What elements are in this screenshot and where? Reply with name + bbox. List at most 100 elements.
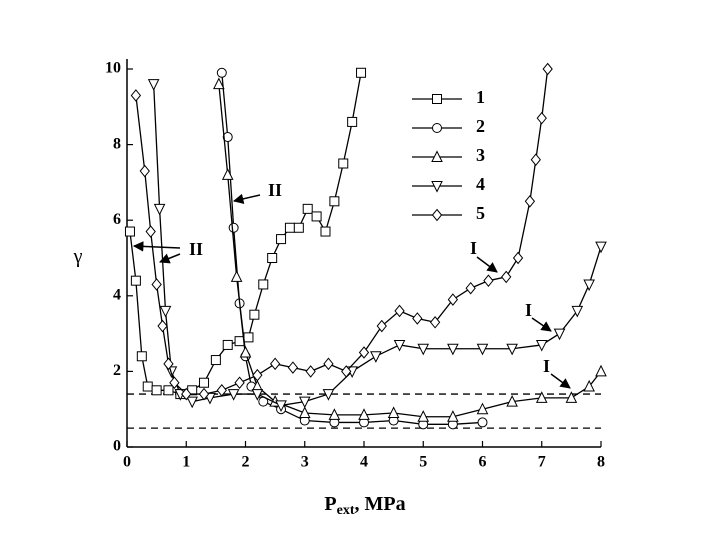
- marker: [239, 345, 252, 358]
- marker: [501, 270, 512, 284]
- marker: [293, 222, 304, 233]
- marker: [553, 328, 566, 341]
- marker: [358, 408, 370, 420]
- marker: [376, 319, 387, 333]
- x-tick-label: 0: [123, 454, 131, 471]
- marker: [328, 408, 341, 420]
- series-line: [218, 84, 602, 418]
- annotation-arrow: [232, 193, 261, 204]
- marker: [267, 253, 278, 263]
- marker: [447, 410, 459, 422]
- marker: [536, 111, 547, 125]
- marker: [284, 222, 295, 233]
- marker: [506, 343, 518, 356]
- x-tick-label: 4: [360, 454, 368, 471]
- legend-label: 1: [476, 87, 485, 107]
- marker: [394, 304, 405, 318]
- marker: [524, 195, 536, 208]
- marker: [186, 396, 198, 409]
- marker: [506, 395, 518, 407]
- annotation: I: [543, 356, 550, 376]
- marker: [347, 116, 358, 127]
- marker: [163, 385, 174, 396]
- annotation: II: [268, 180, 282, 200]
- marker: [595, 364, 607, 377]
- marker: [358, 346, 370, 359]
- marker: [432, 123, 442, 133]
- marker: [130, 89, 142, 102]
- marker: [276, 234, 287, 245]
- x-tick-label: 1: [182, 454, 190, 471]
- marker: [213, 77, 225, 90]
- marker: [356, 67, 367, 78]
- annotation: I: [525, 300, 532, 320]
- y-tick-label: 0: [113, 438, 121, 455]
- marker: [465, 281, 476, 295]
- marker: [287, 361, 299, 374]
- annotation-arrow: [159, 253, 181, 264]
- annotation-arrow: [550, 373, 571, 389]
- marker: [199, 377, 210, 388]
- marker: [298, 406, 311, 418]
- marker: [302, 203, 313, 214]
- annotation-arrow: [531, 317, 552, 332]
- marker: [153, 203, 166, 216]
- y-tick-label: 2: [113, 362, 121, 379]
- marker: [163, 357, 174, 371]
- marker: [431, 208, 443, 222]
- marker: [323, 357, 334, 371]
- marker: [216, 67, 227, 78]
- marker: [542, 62, 553, 76]
- marker: [139, 164, 150, 178]
- marker: [228, 222, 239, 233]
- marker: [249, 309, 260, 320]
- marker: [329, 196, 340, 207]
- marker: [483, 274, 494, 287]
- marker: [130, 275, 141, 286]
- marker: [221, 168, 234, 180]
- marker: [432, 94, 442, 104]
- marker: [124, 226, 135, 237]
- marker: [565, 391, 578, 403]
- marker: [181, 387, 192, 401]
- marker: [341, 365, 352, 378]
- marker: [159, 305, 172, 318]
- marker: [222, 132, 233, 143]
- marker: [216, 384, 227, 397]
- marker: [512, 251, 524, 265]
- marker: [338, 158, 349, 169]
- marker: [222, 339, 233, 350]
- y-axis-label: γ: [73, 246, 83, 268]
- marker: [251, 389, 264, 401]
- marker: [431, 181, 443, 193]
- marker: [269, 357, 281, 371]
- legend-label: 5: [476, 203, 485, 223]
- marker: [447, 343, 459, 356]
- y-tick-label: 10: [105, 60, 121, 77]
- y-tick-label: 8: [113, 135, 121, 152]
- marker: [535, 339, 548, 352]
- marker: [387, 406, 400, 418]
- marker: [535, 391, 548, 403]
- marker: [412, 312, 423, 325]
- x-tick-label: 6: [479, 454, 487, 471]
- legend-label: 4: [476, 174, 485, 194]
- marker: [320, 226, 331, 237]
- x-axis-label: Pext, MPa: [324, 493, 405, 519]
- marker: [370, 351, 382, 363]
- marker: [243, 332, 254, 343]
- marker: [275, 400, 287, 413]
- marker: [311, 211, 322, 222]
- y-tick-label: 6: [113, 211, 121, 228]
- marker: [151, 385, 162, 396]
- marker: [230, 270, 243, 282]
- marker: [210, 355, 221, 366]
- marker: [476, 402, 489, 415]
- marker: [417, 410, 430, 422]
- marker: [234, 336, 245, 347]
- marker: [595, 241, 607, 254]
- marker: [305, 365, 316, 378]
- marker: [258, 279, 269, 290]
- marker: [198, 387, 210, 401]
- marker: [393, 339, 406, 352]
